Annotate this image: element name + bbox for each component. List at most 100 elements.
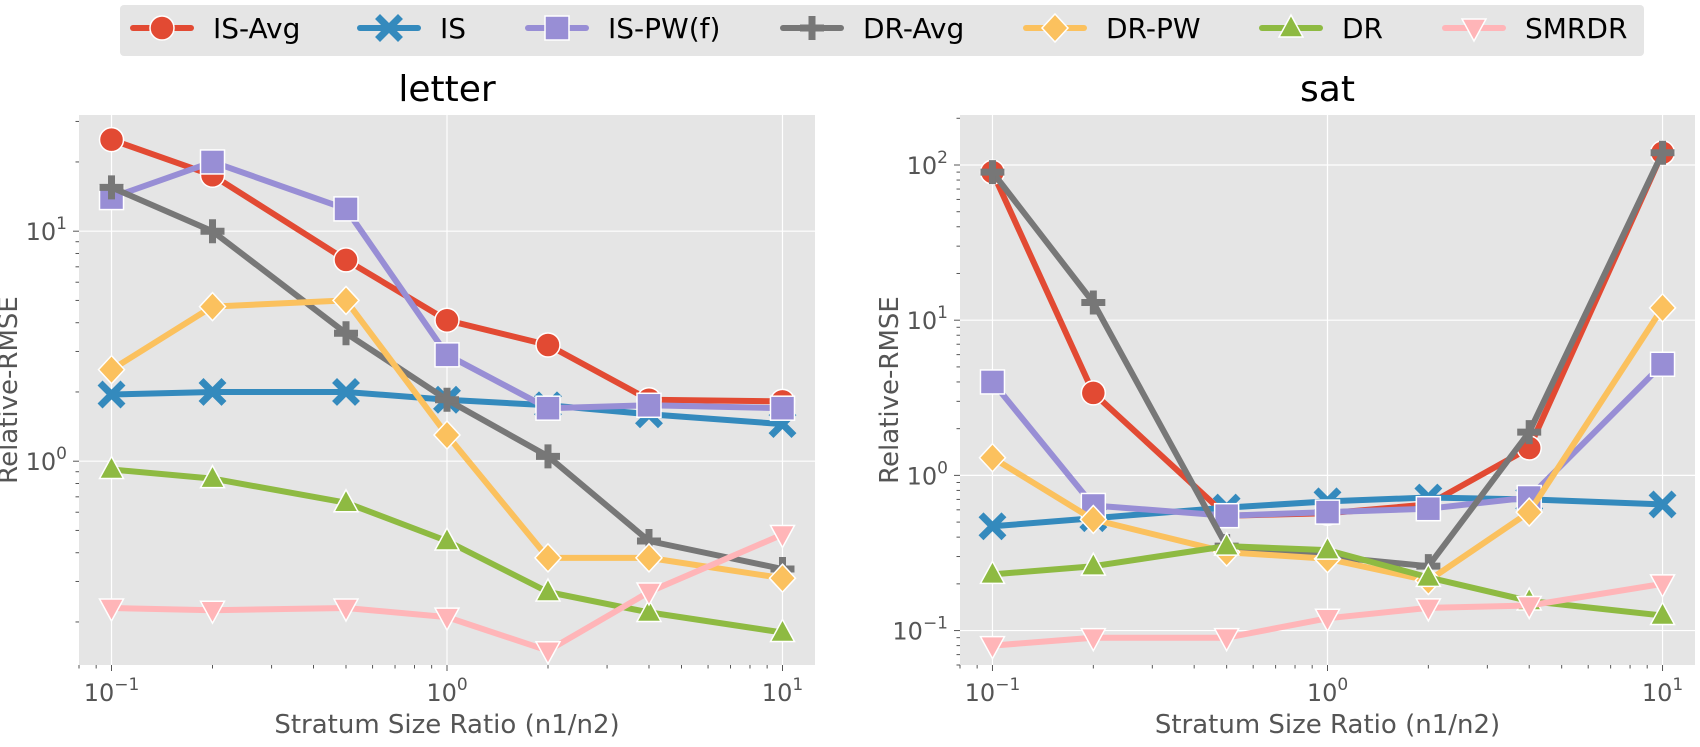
data-point-SMRDR	[1515, 595, 1543, 621]
legend-label: IS-PW(f)	[608, 12, 720, 45]
data-point-SMRDR	[1649, 574, 1676, 599]
data-point-IS	[332, 378, 360, 406]
data-point-IS-Avg	[535, 332, 561, 358]
data-point-DR-PW	[768, 563, 797, 594]
data-point-IS-PW(f)	[1415, 495, 1442, 522]
data-point-DR-Avg	[334, 321, 359, 346]
series-group	[978, 139, 1677, 661]
data-point-DR-PW	[978, 442, 1007, 473]
data-point-SMRDR	[635, 582, 663, 607]
data-point-IS-Avg	[1080, 380, 1107, 406]
legend: IS-Avg IS IS-PW(f) DR-Avg DR-PW DR SMRDR	[120, 5, 1644, 56]
data-point-DR	[1415, 562, 1442, 588]
x-tick-label: 10−1	[965, 675, 1021, 707]
y-tick-label: 101	[26, 214, 67, 246]
data-point-SMRDR	[98, 598, 125, 623]
panel-sat: 10−1 100 101 10−1 100 101 102 sat Stratum Size R…	[875, 69, 1695, 740]
data-point-SMRDR	[1415, 598, 1442, 623]
data-point-DR-Avg	[1081, 290, 1106, 315]
y-tick-label: 101	[907, 303, 948, 335]
data-point-IS-PW(f)	[769, 395, 796, 421]
chart-title: sat	[1300, 69, 1355, 110]
data-point-IS-PW(f)	[636, 392, 662, 419]
data-point-DR-Avg	[99, 175, 124, 200]
data-point-DR-Avg	[535, 444, 560, 469]
data-point-IS-PW(f)	[333, 196, 359, 222]
legend-marker-IS	[375, 14, 403, 42]
data-point-DR	[769, 617, 796, 643]
data-point-DR	[635, 597, 663, 623]
legend-entry-DR-Avg: DR-Avg	[780, 12, 964, 45]
data-point-SMRDR	[534, 640, 562, 666]
data-point-DR	[98, 454, 125, 480]
data-point-SMRDR	[199, 600, 226, 625]
y-axis-label: Relative-RMSE	[875, 296, 905, 484]
data-point-DR	[433, 526, 461, 551]
x-tick-label: 100	[1307, 675, 1348, 707]
y-tick-label: 102	[907, 148, 948, 180]
data-point-IS-PW(f)	[1649, 351, 1676, 378]
x-tick-label: 10−1	[84, 675, 140, 707]
data-point-DR-PW	[97, 354, 126, 385]
data-point-DR	[1080, 551, 1107, 576]
data-point-SMRDR	[332, 598, 360, 623]
data-point-DR-Avg	[435, 387, 459, 412]
legend-box	[120, 5, 1644, 56]
legend-entry-DR: DR	[1259, 12, 1383, 45]
legend-label: DR-Avg	[863, 12, 964, 45]
legend-entry-IS: IS	[357, 12, 466, 45]
panel-letter: 10−1 100 101 100 101 letter Stratum Size Ratio…	[0, 69, 815, 740]
legend-marker-IS-PW(f)	[544, 15, 570, 41]
data-point-IS	[198, 378, 227, 406]
data-point-IS	[1648, 490, 1677, 519]
data-point-DR	[1314, 535, 1341, 560]
y-tick-label: 10−1	[892, 614, 948, 646]
data-point-DR-Avg	[200, 219, 225, 244]
legend-label: IS-Avg	[213, 12, 300, 45]
data-point-SMRDR	[979, 635, 1006, 661]
x-tick-label: 101	[1642, 675, 1683, 707]
x-tick-label: 100	[426, 675, 467, 707]
data-point-DR-PW	[634, 542, 664, 573]
data-point-IS-Avg	[333, 247, 359, 273]
data-point-DR-PW	[432, 419, 462, 451]
data-point-DR	[534, 577, 562, 602]
data-point-IS-PW(f)	[1314, 499, 1341, 525]
legend-label: DR	[1342, 12, 1383, 45]
x-axis-label: Stratum Size Ratio (n1/n2)	[1155, 710, 1500, 740]
data-point-SMRDR	[769, 524, 796, 550]
legend-marker-SMRDR	[1460, 18, 1488, 43]
data-point-DR-PW	[1648, 292, 1677, 324]
data-point-DR-PW	[533, 542, 563, 573]
legend-label: SMRDR	[1525, 12, 1627, 45]
data-point-IS	[978, 512, 1007, 541]
y-tick-label: 100	[26, 444, 67, 476]
data-point-DR	[979, 559, 1006, 585]
x-tick-label: 101	[762, 675, 803, 707]
legend-label: DR-PW	[1106, 12, 1201, 45]
data-point-DR-Avg	[980, 160, 1005, 185]
data-point-SMRDR	[433, 607, 461, 632]
data-point-DR-PW	[1515, 496, 1544, 528]
legend-entry-IS-Avg: IS-Avg	[130, 12, 300, 45]
data-point-DR-Avg	[1517, 420, 1542, 445]
data-point-DR	[332, 488, 360, 513]
data-point-IS-PW(f)	[434, 342, 460, 368]
series-group	[97, 126, 797, 666]
y-tick-label: 100	[907, 458, 948, 490]
data-point-DR	[1213, 531, 1240, 556]
legend-entry-SMRDR: SMRDR	[1442, 12, 1627, 45]
data-point-IS-PW(f)	[1213, 502, 1240, 529]
data-point-IS-Avg	[434, 307, 460, 334]
y-axis-label: Relative-RMSE	[0, 296, 24, 484]
data-point-IS-Avg	[98, 126, 125, 153]
legend-entry-DR-PW: DR-PW	[1023, 12, 1201, 45]
data-point-DR-PW	[331, 285, 361, 316]
data-point-DR-Avg	[1650, 140, 1675, 165]
data-point-IS-PW(f)	[979, 369, 1006, 395]
chart-title: letter	[398, 69, 496, 110]
legend-label: IS	[440, 12, 466, 45]
data-point-SMRDR	[1080, 627, 1107, 653]
legend-marker-DR-Avg	[800, 16, 824, 40]
